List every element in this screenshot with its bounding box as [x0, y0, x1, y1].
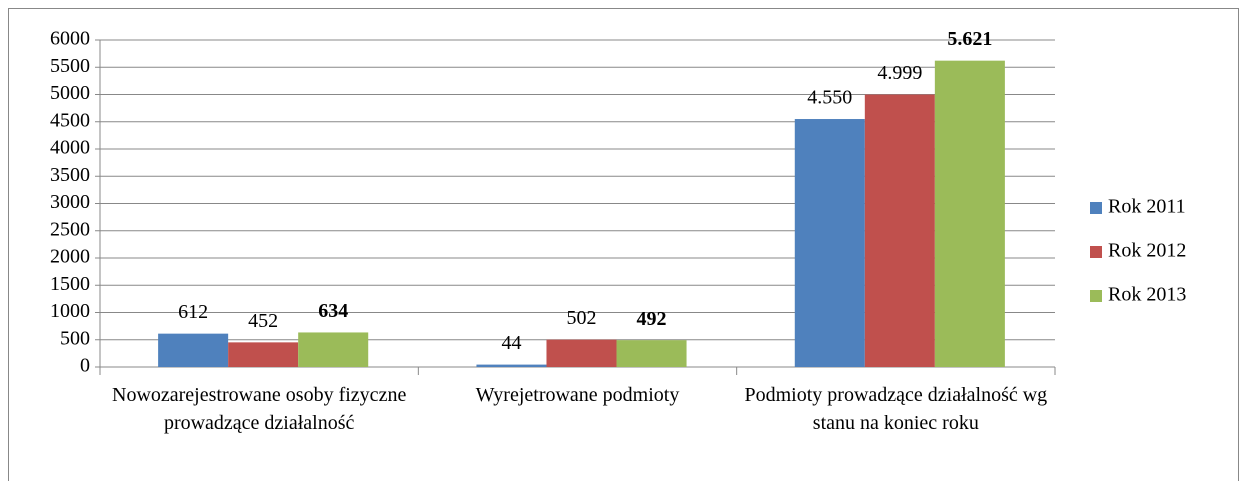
- data-label: 452: [248, 310, 278, 332]
- y-tick-label: 1500: [50, 273, 90, 295]
- legend-label: Rok 2011: [1108, 196, 1186, 218]
- data-label: 634: [318, 300, 348, 322]
- data-label: 492: [637, 308, 667, 330]
- y-tick-label: 2500: [50, 218, 90, 240]
- y-tick-label: 0: [80, 355, 90, 377]
- bar: [864, 94, 935, 367]
- y-tick-label: 4500: [50, 109, 90, 131]
- bar: [546, 339, 617, 367]
- legend-swatch: [1090, 246, 1102, 258]
- y-tick-label: 2000: [50, 246, 90, 268]
- data-label: 502: [567, 307, 597, 329]
- bar: [158, 333, 229, 367]
- x-tick-label-line: stanu na koniec roku: [813, 412, 979, 434]
- data-label: 4.999: [877, 62, 922, 84]
- y-tick-label: 5500: [50, 55, 90, 77]
- x-tick-label: Wyrejetrowane podmioty: [476, 384, 680, 406]
- x-tick-label: Nowozarejestrowane osoby fizyczne prowadz…: [112, 384, 406, 434]
- data-label: 5.621: [947, 28, 992, 50]
- y-tick-label: 500: [60, 327, 90, 349]
- y-tick-label: 3000: [50, 191, 90, 213]
- data-label: 44: [501, 332, 521, 354]
- bar: [228, 342, 299, 367]
- x-tick-label-line: Wyrejetrowane podmioty: [476, 384, 680, 406]
- bar: [616, 340, 687, 367]
- x-tick-label-line: Podmioty prowadzące działalność wg: [744, 384, 1047, 406]
- legend-label: Rok 2013: [1108, 284, 1186, 306]
- bar: [476, 364, 547, 367]
- legend-swatch: [1090, 290, 1102, 302]
- x-tick-label-line: Nowozarejestrowane osoby fizyczne: [112, 384, 406, 406]
- legend-label: Rok 2012: [1108, 240, 1186, 262]
- y-tick-label: 6000: [50, 28, 90, 50]
- data-label: 4.550: [807, 87, 852, 109]
- y-tick-label: 3500: [50, 164, 90, 186]
- bar: [934, 60, 1005, 368]
- legend-swatch: [1090, 202, 1102, 214]
- y-tick-label: 5000: [50, 82, 90, 104]
- data-label: 612: [178, 301, 208, 323]
- x-tick-label-line: prowadzące działalność: [164, 412, 355, 434]
- y-tick-label: 4000: [50, 137, 90, 159]
- bar: [298, 332, 369, 367]
- y-tick-label: 1000: [50, 300, 90, 322]
- bar: [794, 119, 865, 368]
- x-tick-label: Podmioty prowadzące działalność wg stanu …: [744, 384, 1047, 434]
- chart-frame: [8, 8, 1239, 481]
